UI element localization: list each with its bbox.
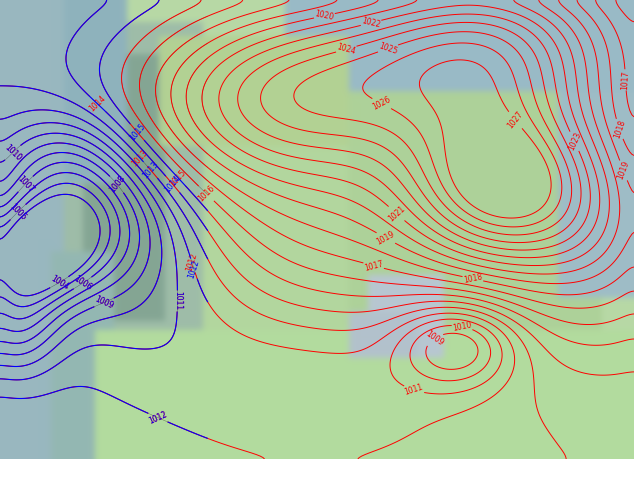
Text: 1014: 1014: [87, 94, 108, 114]
Text: 1009: 1009: [424, 329, 445, 347]
Text: 1012: 1012: [147, 410, 169, 426]
Text: 1013: 1013: [141, 160, 160, 180]
Text: 1007: 1007: [15, 174, 36, 194]
Text: 1017: 1017: [621, 70, 631, 90]
Text: 1018: 1018: [463, 272, 483, 285]
Text: 1011: 1011: [173, 292, 182, 311]
Text: 1020: 1020: [314, 9, 335, 22]
Text: 1015: 1015: [127, 122, 147, 142]
Text: 1010: 1010: [3, 143, 23, 163]
Text: 1008: 1008: [107, 174, 127, 195]
Text: 1014: 1014: [163, 174, 183, 195]
Text: 1012: 1012: [186, 258, 201, 279]
Text: Fr 21-06-2024 15:00 UTC (00+15): Fr 21-06-2024 15:00 UTC (00+15): [417, 469, 626, 480]
Text: 1004: 1004: [49, 273, 70, 292]
Text: 1022: 1022: [361, 16, 382, 29]
Text: 1016: 1016: [196, 184, 216, 203]
Text: 1006: 1006: [72, 274, 93, 292]
Text: 1025: 1025: [377, 41, 399, 56]
Text: 1019: 1019: [375, 229, 396, 246]
Text: 1011: 1011: [173, 292, 182, 311]
Text: 1012: 1012: [185, 252, 199, 273]
Text: 1015: 1015: [168, 168, 188, 188]
Text: 1023: 1023: [566, 131, 583, 152]
Text: 1009: 1009: [93, 294, 115, 311]
Text: 1004: 1004: [49, 273, 70, 292]
Text: 1010: 1010: [3, 143, 23, 163]
Text: 1019: 1019: [616, 160, 631, 181]
Text: 1009: 1009: [93, 294, 115, 311]
Text: 1021: 1021: [386, 204, 406, 223]
Text: 1017: 1017: [363, 259, 384, 272]
Text: 1006: 1006: [72, 274, 93, 292]
Text: 1027: 1027: [506, 110, 525, 130]
Text: 1005: 1005: [8, 202, 28, 222]
Text: 1007: 1007: [15, 174, 36, 194]
Text: 1005: 1005: [8, 202, 28, 222]
Text: 1012: 1012: [147, 410, 169, 426]
Text: 1018: 1018: [612, 119, 626, 140]
Text: 1026: 1026: [371, 95, 392, 112]
Text: 1010: 1010: [452, 320, 472, 333]
Text: 1024: 1024: [336, 42, 357, 56]
Text: 1008: 1008: [107, 174, 127, 195]
Text: 1011: 1011: [403, 383, 424, 397]
Text: 1013: 1013: [131, 148, 150, 169]
Text: Surface pressure [hPa] ECMWF: Surface pressure [hPa] ECMWF: [8, 469, 197, 480]
